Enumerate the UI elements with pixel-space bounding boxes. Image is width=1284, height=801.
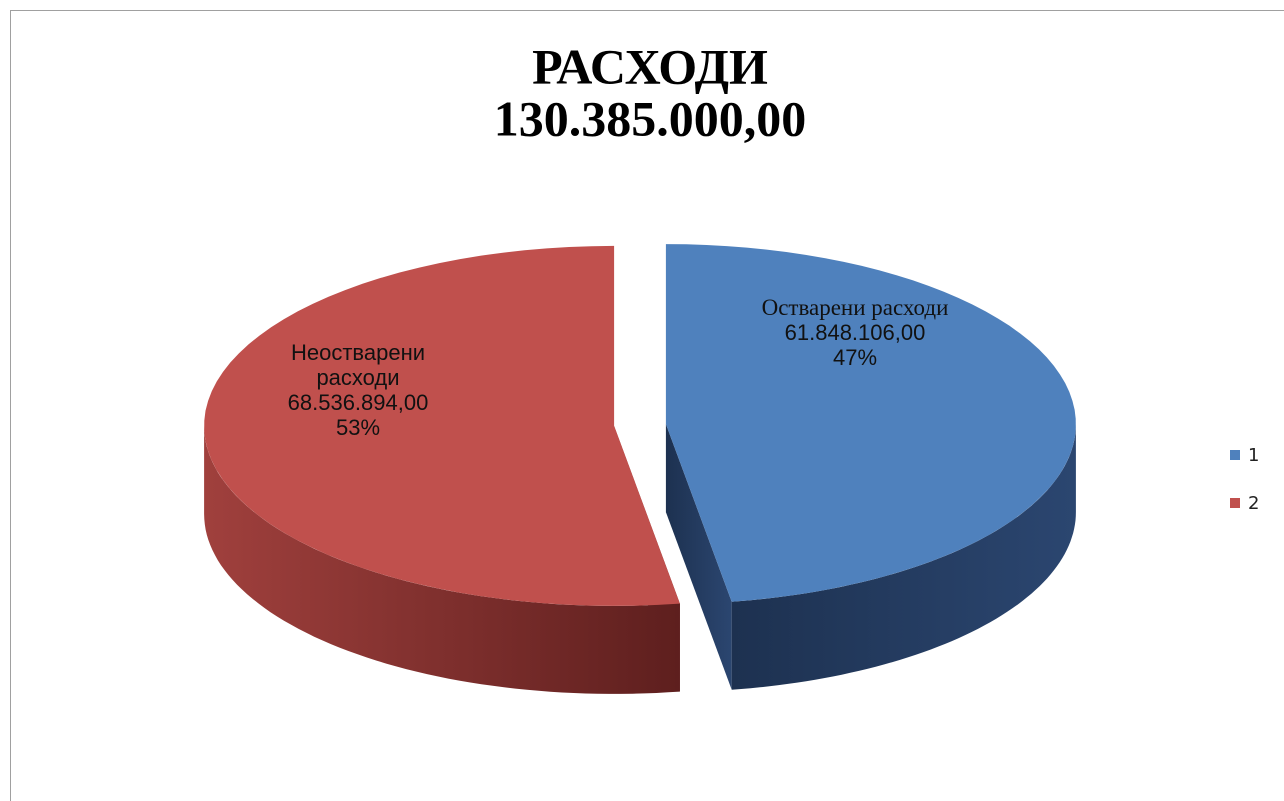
frame (10, 10, 1284, 801)
slice (204, 245, 680, 606)
value-label: 68.536.894,00 (287, 390, 429, 415)
legend: 12 (1230, 445, 1259, 514)
slice-wall (665, 424, 732, 690)
legend-swatch (1230, 450, 1240, 460)
legend-swatch (1230, 498, 1240, 508)
chart-subtitle: 130.385.000,00 (494, 90, 807, 146)
percent-label: 53% (335, 415, 381, 440)
label-name: Неостварени расходи (290, 340, 426, 390)
value-label: 61.848.106,00 (784, 320, 926, 345)
label-name: Остварени расходи (761, 295, 949, 320)
data-label: Остварени расходи 61.848.106,00 47% (760, 295, 950, 370)
data-label: Неостварени расходи 68.536.894,00 53% (258, 340, 458, 440)
chart-title: РАСХОДИ (532, 38, 768, 94)
slice (665, 244, 1076, 602)
legend-label: 1 (1248, 445, 1259, 466)
legend-label: 2 (1248, 493, 1259, 514)
slice-side (731, 424, 1076, 690)
pie (204, 244, 1076, 694)
percent-label: 47% (832, 345, 878, 370)
slice-side (204, 425, 680, 694)
